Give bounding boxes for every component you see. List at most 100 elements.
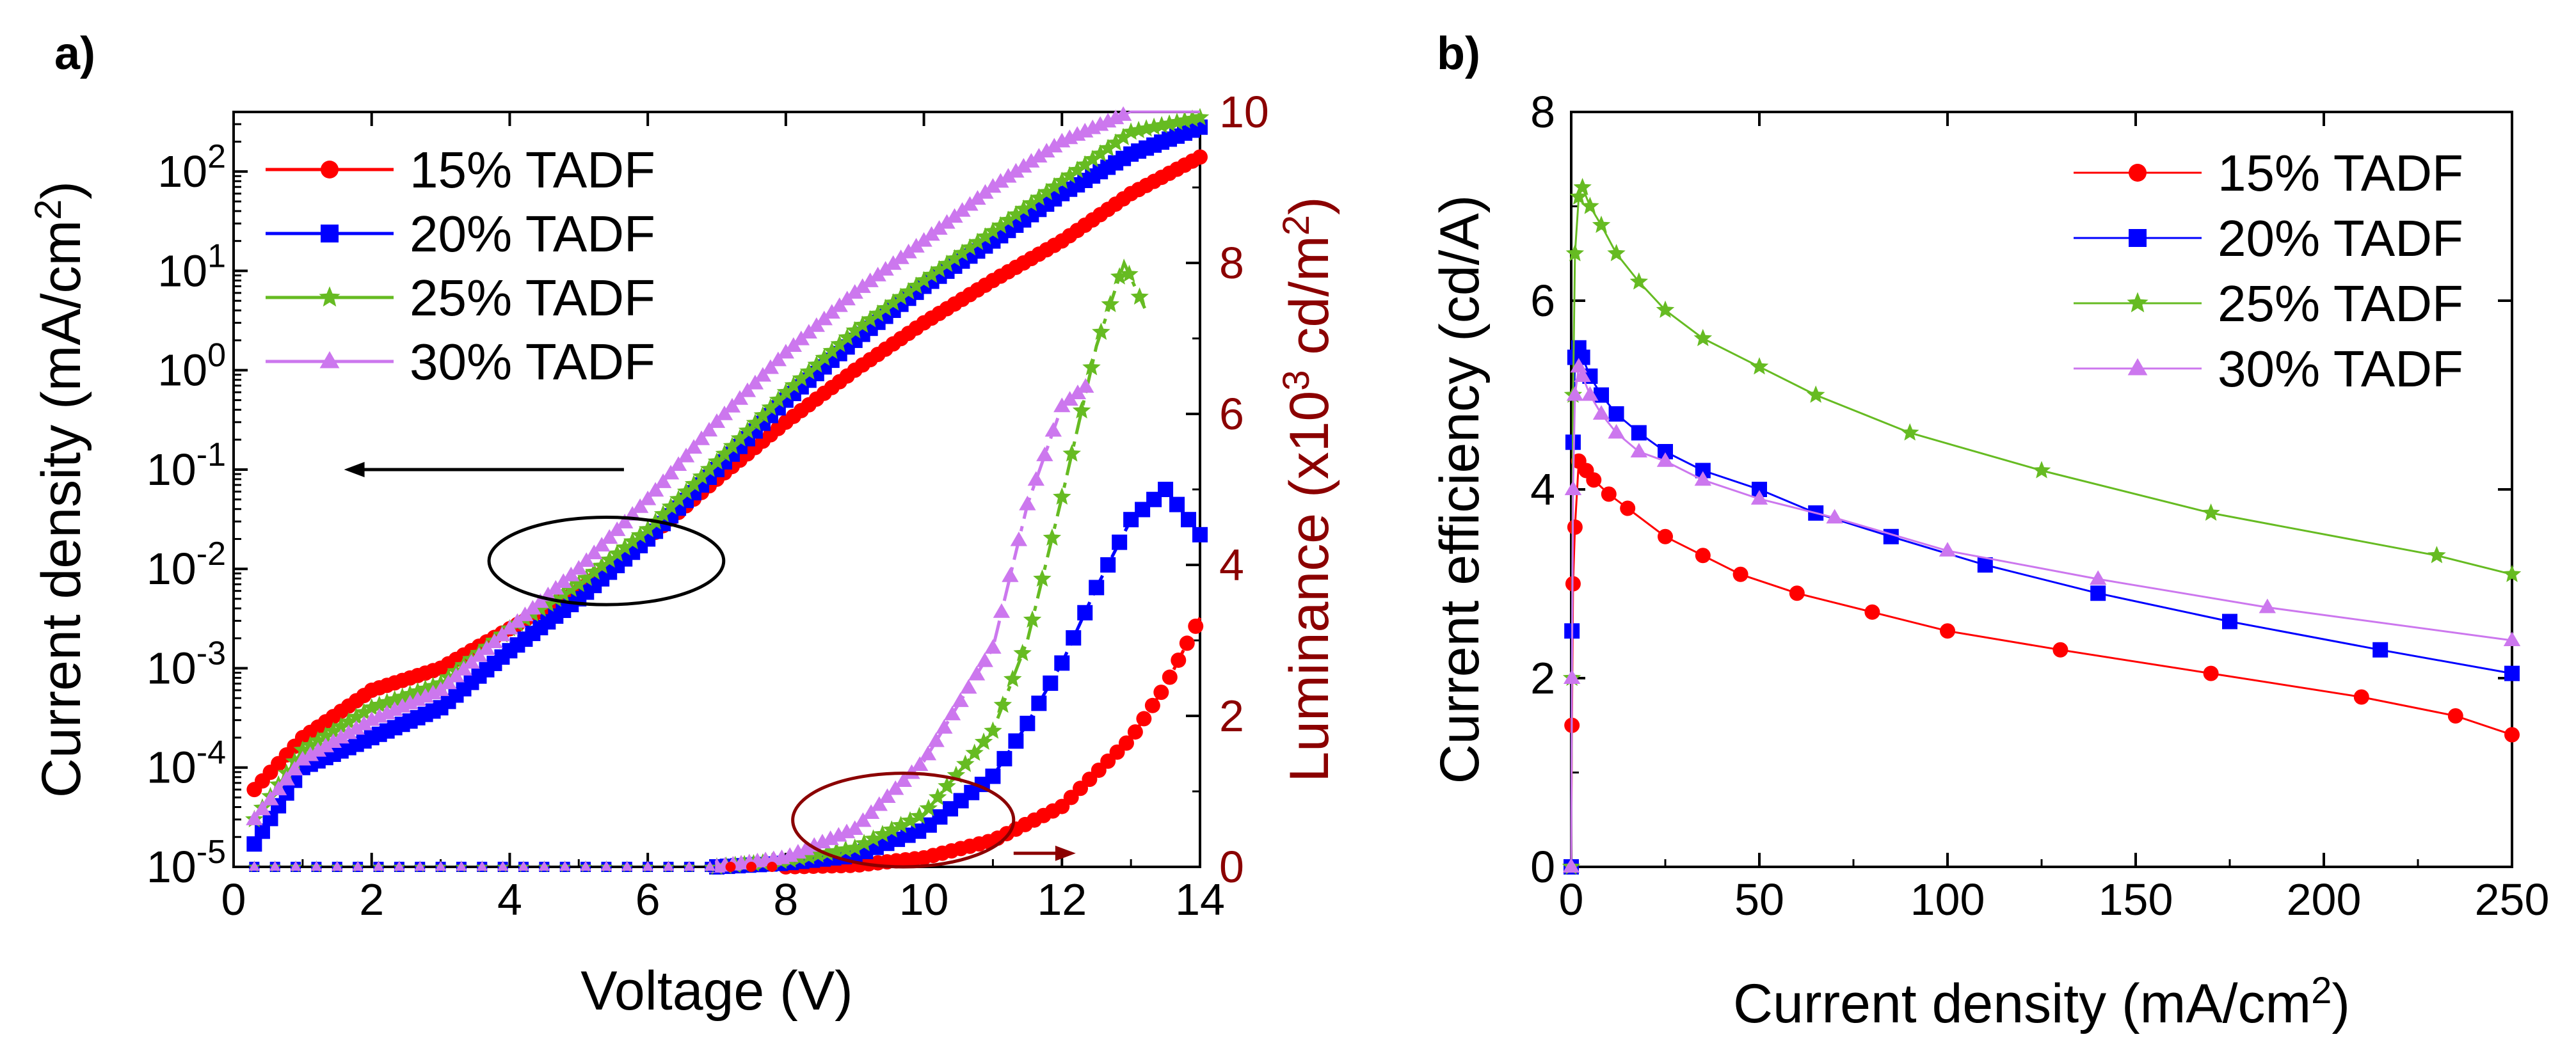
current-density-point-25pct-tadf [868,304,887,322]
current-density-point-25pct-tadf [776,383,796,400]
current-density-point-25pct-tadf [1091,144,1110,162]
luminance-point-30pct-tadf [936,718,953,734]
panel-b: b) 0 50 100 150 200 250 0 2 4 6 8 15% TADF 20% TADF… [1429,28,2549,1034]
current-density-point-30pct-tadf [246,811,263,825]
panel-a-left-y-tick-label: 100 [157,337,226,395]
current-density-point-25pct-tadf [730,429,749,447]
luminance-point-20pct-tadf [1043,675,1059,691]
panel-b-x-tick-label: 150 [2099,875,2173,924]
current-density-point-25pct-tadf [316,726,335,744]
current-density-point-30pct-tadf [355,715,372,731]
current-density-point-30pct-tadf [269,781,287,796]
luminance-baseline-point-30pct-tadf [352,860,364,871]
luminance-point-15pct-tadf [1171,652,1187,668]
panel-a-right-y-tick-label: 10 [1219,87,1269,137]
luminance-point-15pct-tadf [1188,618,1204,634]
luminance-point-30pct-tadf [1044,422,1062,437]
panel-a-right-y-tick-label: 6 [1219,389,1244,439]
current-density-point-25pct-tadf [700,459,719,477]
current-density-point-25pct-tadf [838,328,856,345]
luminance-point-25pct-tadf [947,765,966,783]
current-density-point-30pct-tadf [1046,138,1063,153]
current-density-point-30pct-tadf [586,544,603,560]
luminance-point-30pct-tadf [968,665,986,681]
current-density-point-25pct-tadf [1190,107,1210,125]
efficiency-point-15pct-tadf [1695,548,1711,564]
efficiency-point-15pct-tadf [1586,472,1602,488]
luminance-point-15pct-tadf [1144,697,1160,713]
panel-a-x-tick-label: 8 [773,875,798,924]
panel-a-left-y-tick-label: 101 [157,237,226,296]
legend-marker-25pct-tadf [2127,292,2148,313]
luminance-baseline-point-30pct-tadf [290,860,301,871]
current-density-point-30pct-tadf [685,439,703,454]
luminance-point-30pct-tadf [879,788,896,804]
efficiency-point-30pct-tadf [1562,858,1580,873]
luminance-point-25pct-tadf [900,811,920,829]
panel-a-right-axis-title: Luminance (x103 cd/m2) [1276,196,1340,782]
luminance-point-25pct-tadf [938,777,956,795]
current-density-point-25pct-tadf [577,568,596,586]
current-density-point-25pct-tadf [607,544,627,562]
current-density-point-15pct-tadf [1192,149,1208,165]
luminance-point-20pct-tadf [1020,715,1036,731]
luminance-point-20pct-tadf [1100,557,1116,573]
current-density-point-30pct-tadf [669,456,687,471]
current-density-point-30pct-tadf [593,537,611,552]
current-density-point-25pct-tadf [408,682,427,700]
panel-a-left-y-tick-label: 10-2 [147,535,226,594]
current-density-point-30pct-tadf [348,720,365,735]
luminance-point-25pct-tadf [1013,644,1032,662]
current-density-point-30pct-tadf [992,173,1009,188]
current-density-point-25pct-tadf [308,731,328,749]
legend-marker-20pct-tadf [2129,229,2147,247]
current-density-point-30pct-tadf [677,447,695,463]
tick-exponent: 2 [207,138,226,175]
current-density-point-25pct-tadf [1045,177,1064,195]
panel-b-x-tick-label: 100 [1910,875,1985,924]
current-density-point-30pct-tadf [908,237,925,253]
panel-a-right-y-tick-label: 4 [1219,540,1244,590]
luminance-point-25pct-tadf [928,788,947,805]
efficiency-point-20pct-tadf [2090,585,2106,601]
current-density-point-30pct-tadf [1023,153,1040,168]
current-density-point-25pct-tadf [593,556,611,574]
current-density-point-25pct-tadf [293,740,312,758]
efficiency-point-15pct-tadf [1658,528,1673,544]
luminance-baseline-point-30pct-tadf [310,860,323,871]
current-density-point-30pct-tadf [854,278,871,293]
efficiency-point-30pct-tadf [1826,509,1843,524]
current-density-point-30pct-tadf [700,422,718,437]
luminance-point-25pct-tadf [984,721,1002,739]
current-density-point-25pct-tadf [661,497,680,515]
panel-b-y-tick-label: 2 [1530,653,1555,703]
efficiency-point-25pct-tadf [1806,385,1825,403]
annotation-ellipse-2 [791,772,1016,869]
tick-base: 10 [147,445,196,495]
current-density-point-25pct-tadf [692,467,711,485]
panel-a-x-tick-label: 14 [1175,875,1225,924]
efficiency-point-25pct-tadf [2032,461,2051,479]
current-density-point-25pct-tadf [876,299,895,317]
luminance-point-25pct-tadf [1130,287,1149,305]
luminance-point-20pct-tadf [1077,605,1093,621]
current-density-point-30pct-tadf [309,741,327,757]
luminance-point-15pct-tadf [1162,669,1178,685]
efficiency-point-25pct-tadf [1573,178,1592,196]
efficiency-point-30pct-tadf [1630,443,1648,457]
current-density-point-30pct-tadf [692,430,710,445]
current-density-point-25pct-tadf [324,722,343,740]
panel-b-plot [1562,178,2522,875]
efficiency-point-30pct-tadf [2259,598,2276,614]
current-density-point-25pct-tadf [976,227,995,245]
panel-a-left-y-tick-label: 10-3 [147,635,226,693]
luminance-point-25pct-tadf [808,845,828,863]
current-density-point-30pct-tadf [900,243,917,258]
current-density-point-30pct-tadf [746,374,764,390]
luminance-point-30pct-tadf [846,820,863,835]
luminance-baseline-point-30pct-tadf [269,860,281,871]
efficiency-point-30pct-tadf [1581,386,1599,401]
current-density-point-25pct-tadf [1076,155,1094,173]
luminance-point-25pct-tadf [910,806,929,825]
luminance-point-30pct-tadf [943,706,961,720]
